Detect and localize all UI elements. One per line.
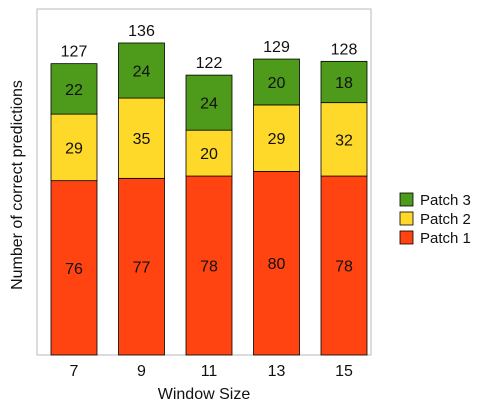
bar-segment-patch-1-11	[185, 175, 233, 356]
x-tick-label: 15	[335, 363, 353, 380]
x-tick-labels: 7 9 11 13 15	[70, 363, 353, 380]
x-tick-label: 9	[137, 363, 146, 380]
x-axis-title: Window Size	[158, 386, 251, 403]
segment-value-label: 29	[268, 131, 286, 148]
legend-swatch-patch-3	[399, 192, 414, 207]
segment-value-label: 78	[335, 259, 353, 276]
segment-value-label: 24	[133, 64, 151, 81]
total-value-label: 136	[128, 23, 155, 40]
segment-value-label: 24	[200, 96, 218, 113]
total-value-label: 128	[331, 41, 358, 58]
bar-segment-patch-2-9	[118, 97, 165, 179]
x-tick-label: 7	[70, 363, 79, 380]
bar-segment-patch-3-15	[320, 60, 368, 104]
legend-swatch-patch-1	[399, 230, 414, 245]
segment-value-label: 29	[65, 140, 83, 157]
bar-segment-patch-3-11	[185, 74, 233, 131]
segment-value-label: 32	[335, 132, 353, 149]
total-value-label: 122	[196, 55, 223, 72]
total-value-label: 129	[263, 39, 290, 56]
bar-segment-patch-3-13	[253, 58, 300, 106]
legend-swatch-patch-2	[399, 211, 414, 226]
bar-segment-patch-2-15	[320, 102, 368, 177]
x-tick-label: 11	[201, 363, 218, 380]
legend: Patch 3 Patch 2 Patch 1	[399, 192, 471, 247]
legend-label: Patch 2	[420, 211, 471, 228]
segment-value-label: 78	[200, 259, 218, 276]
segment-value-label: 80	[268, 256, 286, 273]
x-tick-label: 13	[268, 363, 286, 380]
segment-value-label: 20	[268, 75, 286, 92]
bars-group: 76 29 22 127 77 35 24 136 78 20 24 122 80 29 20 129 78 32…	[50, 23, 368, 356]
segment-value-label: 22	[65, 82, 83, 99]
bar-segment-patch-3-9	[118, 42, 165, 99]
legend-label: Patch 1	[420, 230, 471, 247]
bar-segment-patch-1-15	[320, 175, 368, 356]
segment-value-label: 76	[65, 261, 83, 278]
total-value-label: 127	[61, 44, 88, 61]
bar-segment-patch-3-7	[50, 63, 98, 115]
segment-value-label: 20	[200, 146, 218, 163]
segment-value-label: 18	[335, 75, 353, 92]
bar-segment-patch-1-9	[118, 177, 165, 356]
legend-label: Patch 3	[420, 192, 471, 209]
segment-value-label: 77	[133, 260, 151, 277]
bar-segment-patch-2-7	[50, 113, 98, 182]
bar-segment-patch-2-13	[253, 104, 300, 172]
segment-value-label: 35	[133, 131, 151, 148]
bar-segment-patch-1-13	[253, 171, 300, 356]
bar-segment-patch-2-11	[185, 129, 233, 177]
y-axis-title: Number of correct predictions	[9, 80, 26, 290]
bar-segment-patch-1-7	[50, 180, 98, 356]
